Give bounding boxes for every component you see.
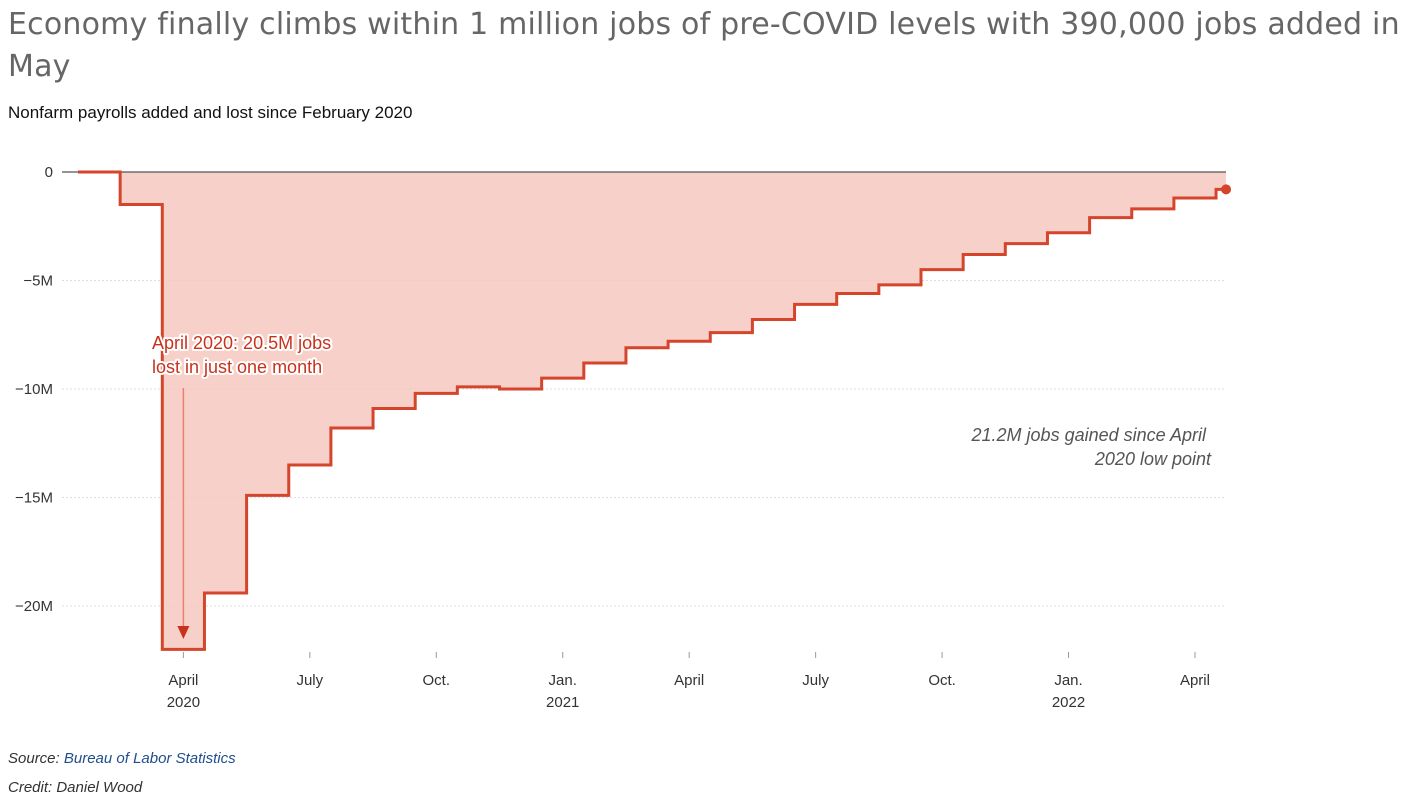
x-tick-label: April (674, 672, 704, 689)
y-tick-label: −10M (15, 381, 53, 398)
jobs-step-chart: 0 −5M −10M −15M −20M April 2020 July Oct. Jan. 20… (15, 164, 1232, 711)
y-axis: 0 −5M −10M −15M −20M (15, 164, 53, 615)
annotation-jobs-gained-line1: 21.2M jobs gained since April (971, 425, 1207, 445)
latest-value-dot (1221, 184, 1232, 195)
annotation-april-loss-line2: lost in just one month (152, 357, 322, 377)
payroll-step-line (78, 170, 1227, 651)
y-tick-label: −20M (15, 598, 53, 615)
losses-area (78, 172, 1227, 650)
arrow-head (177, 626, 190, 639)
x-tick-label: July (296, 672, 323, 689)
annotation-april-loss: April 2020: 20.5M jobs lost in just one … (152, 333, 336, 377)
x-tick-year: 2020 (167, 694, 200, 711)
x-tick-label: Oct. (928, 672, 956, 689)
y-tick-label: −15M (15, 490, 53, 507)
annotation-jobs-gained: 21.2M jobs gained since April 2020 low p… (971, 425, 1212, 469)
x-tick-label: Jan. (1054, 672, 1082, 689)
x-tick-label: July (802, 672, 829, 689)
x-tick-label: April (1180, 672, 1210, 689)
annotation-arrow (177, 388, 190, 639)
x-tick-year: 2021 (546, 694, 579, 711)
annotation-jobs-gained-line2: 2020 low point (1094, 449, 1212, 469)
y-tick-label: 0 (45, 164, 53, 181)
x-tick-label: April (168, 672, 198, 689)
source-note: Source: Bureau of Labor Statistics (8, 750, 236, 767)
x-axis: April 2020 July Oct. Jan. 2021 April July Oct. Ja… (167, 652, 1210, 711)
annotation-april-loss-line1: April 2020: 20.5M jobs (152, 333, 331, 353)
chart-subtitle: Nonfarm payrolls added and lost since Fe… (8, 103, 413, 122)
source-link[interactable]: Bureau of Labor Statistics (63, 750, 236, 767)
chart-title: Economy finally climbs within 1 million … (8, 7, 1400, 84)
x-tick-label: Jan. (549, 672, 577, 689)
source-prefix: Source: (8, 750, 64, 767)
y-tick-label: −5M (23, 273, 53, 290)
x-tick-label: Oct. (423, 672, 451, 689)
credit-note: Credit: Daniel Wood (8, 779, 143, 796)
x-tick-year: 2022 (1052, 694, 1085, 711)
